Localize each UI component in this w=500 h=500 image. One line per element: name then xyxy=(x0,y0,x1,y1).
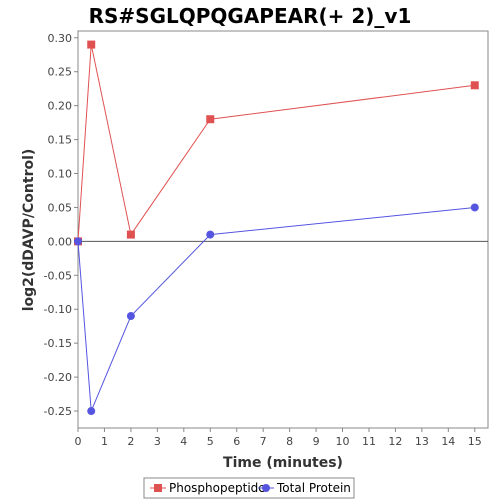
x-axis: 0 1 2 3 4 5 6 7 8 9 10 11 12 13 14 15 xyxy=(75,428,482,448)
legend-label: Phosphopeptide xyxy=(169,481,266,495)
x-tick-label: 13 xyxy=(415,435,429,448)
data-point xyxy=(74,237,82,246)
x-tick-label: 14 xyxy=(441,435,455,448)
series-group xyxy=(74,40,479,416)
x-tick-label: 15 xyxy=(468,435,482,448)
series-total-protein xyxy=(74,203,479,416)
y-tick-label: 0.10 xyxy=(48,168,73,181)
legend: Phosphopeptide Total Protein xyxy=(143,477,355,499)
x-tick-label: 8 xyxy=(286,435,293,448)
y-axis-title: log2(dDAVP/Control) xyxy=(21,149,37,312)
x-tick-label: 11 xyxy=(362,435,376,448)
data-point xyxy=(87,40,96,49)
data-point xyxy=(87,407,96,416)
x-tick-label: 9 xyxy=(313,435,320,448)
data-point xyxy=(206,115,215,124)
legend-swatch xyxy=(262,484,270,492)
x-tick-label: 6 xyxy=(233,435,240,448)
y-tick-label: 0.05 xyxy=(48,201,73,214)
y-tick-label: -0.15 xyxy=(44,337,72,350)
x-tick-label: 1 xyxy=(101,435,108,448)
x-tick-label: 7 xyxy=(260,435,267,448)
y-tick-label: 0.25 xyxy=(48,66,73,79)
plot-area xyxy=(77,30,489,429)
x-tick-label: 5 xyxy=(207,435,214,448)
legend-label: Total Protein xyxy=(276,481,351,495)
x-tick-label: 2 xyxy=(127,435,134,448)
x-tick-label: 10 xyxy=(336,435,350,448)
x-tick-label: 4 xyxy=(180,435,187,448)
data-point xyxy=(470,81,479,90)
data-point xyxy=(126,230,135,239)
x-tick-label: 12 xyxy=(388,435,402,448)
legend-item: Total Protein xyxy=(258,481,351,495)
x-tick-label: 3 xyxy=(154,435,161,448)
legend-item: Phosphopeptide xyxy=(150,481,266,495)
y-tick-label: -0.20 xyxy=(44,371,72,384)
data-point xyxy=(206,230,215,239)
x-axis-title: Time (minutes) xyxy=(223,455,343,471)
y-tick-label: 0.20 xyxy=(48,100,73,113)
legend-box xyxy=(143,477,355,499)
chart-title: RS#SGLQPQGAPEAR(+ 2)_v1 xyxy=(89,4,412,28)
y-tick-label: 0.30 xyxy=(48,32,73,45)
y-tick-label: -0.05 xyxy=(44,269,72,282)
y-tick-label: 0.15 xyxy=(48,134,73,147)
y-tick-label: 0.00 xyxy=(48,235,73,248)
x-tick-label: 0 xyxy=(75,435,82,448)
y-axis: -0.25 -0.20 -0.15 -0.10 -0.05 0.00 0.05 0.10 0.1… xyxy=(44,32,78,418)
data-point xyxy=(126,312,135,321)
data-point xyxy=(470,203,479,212)
y-tick-label: -0.10 xyxy=(44,303,72,316)
y-tick-label: -0.25 xyxy=(44,405,72,418)
legend-swatch xyxy=(154,484,162,492)
